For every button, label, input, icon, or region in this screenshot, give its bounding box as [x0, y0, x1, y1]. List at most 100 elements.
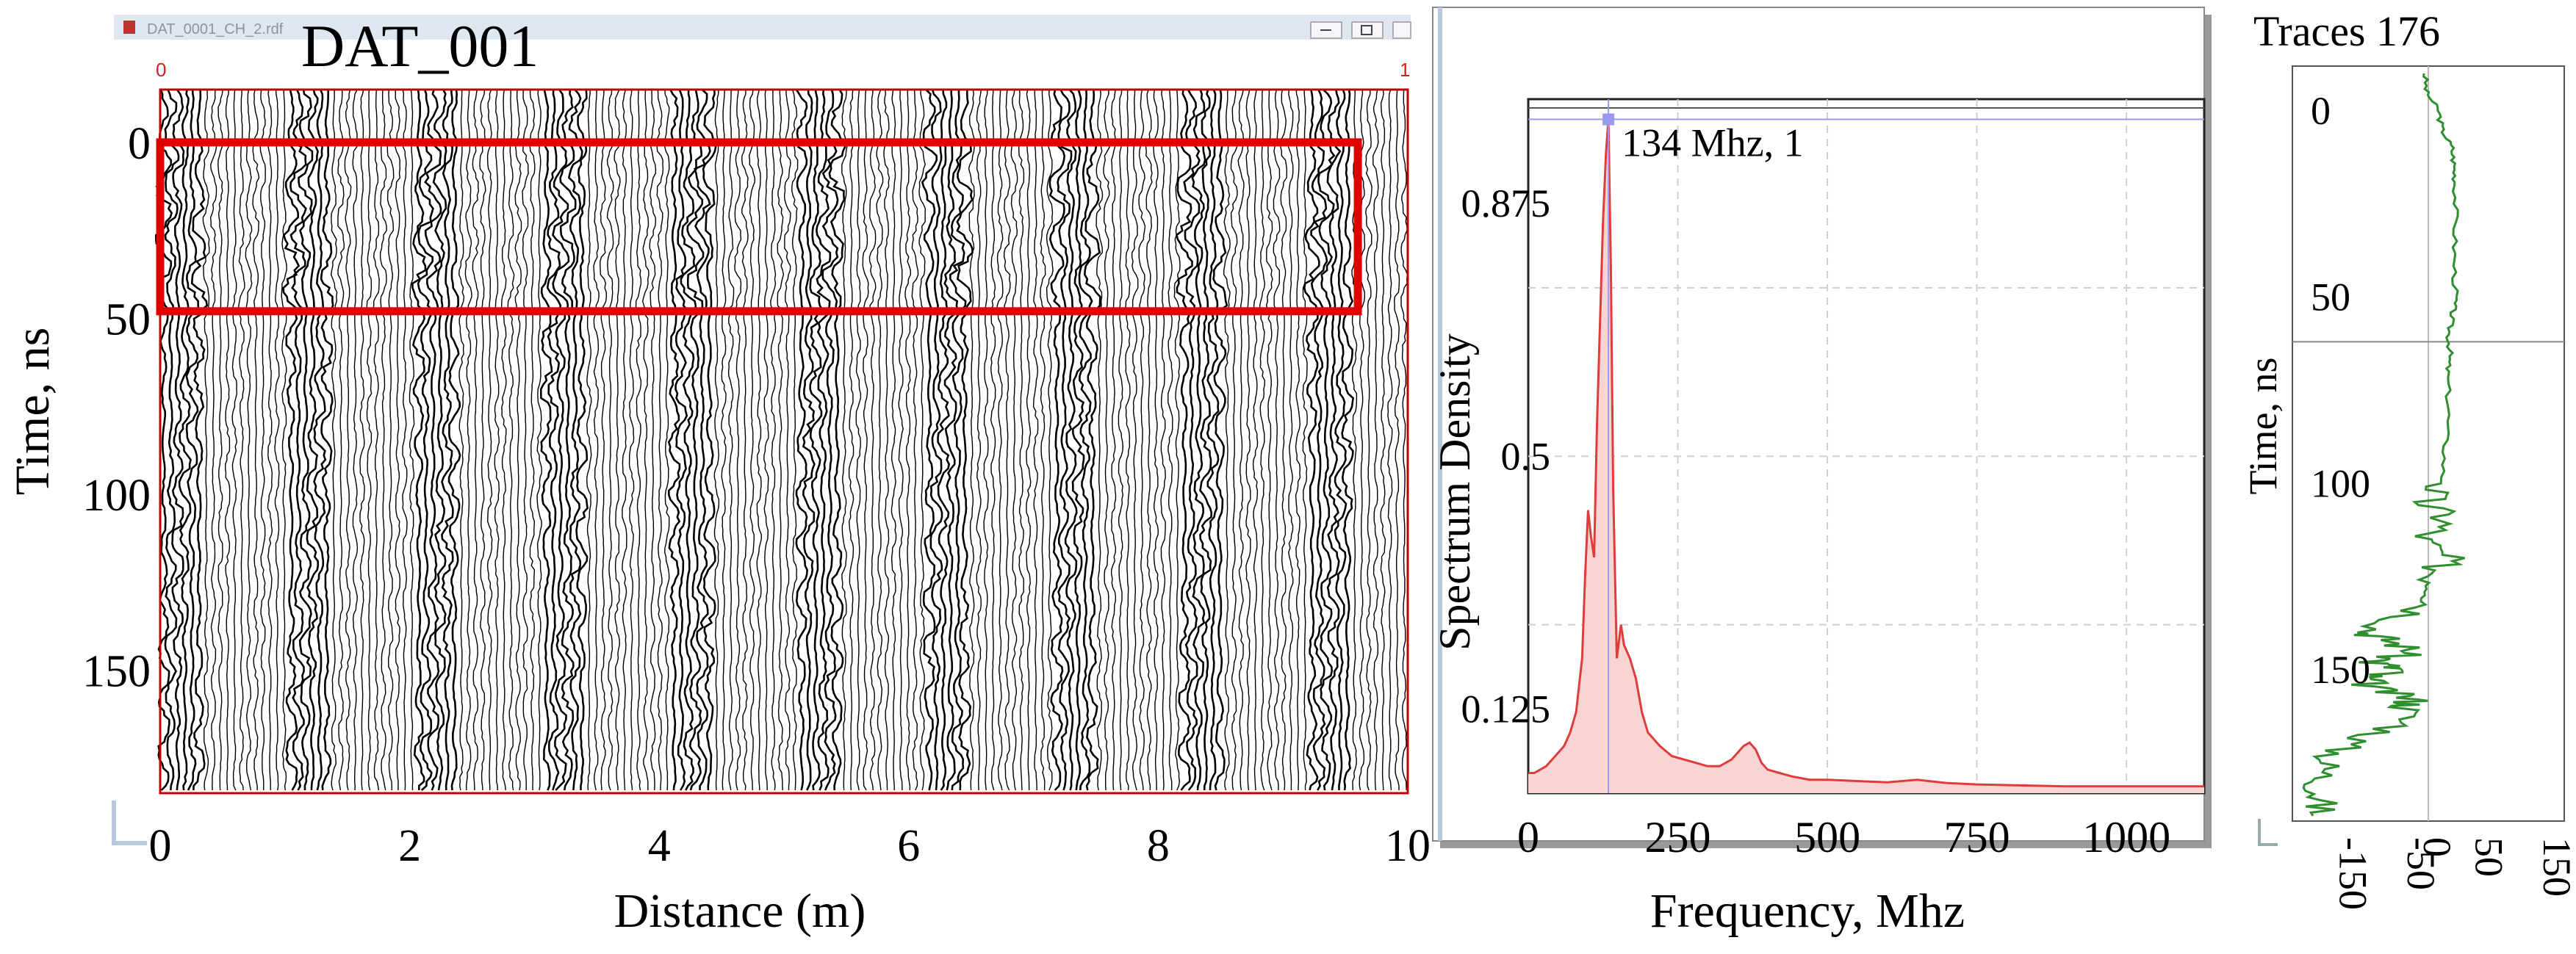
spectrum-x-axis: 0 250 500 750 1000: [1517, 813, 2170, 861]
radargram-trace: [559, 89, 577, 791]
radargram-trace: [575, 89, 589, 791]
radargram-trace: [1071, 89, 1085, 791]
radargram-trace: [949, 89, 967, 791]
radargram-trace: [1046, 89, 1054, 791]
trace-x-tick-label: 50: [2467, 837, 2511, 877]
radargram-trace: [441, 89, 454, 791]
spectrum-x-tick-label: 1000: [2082, 813, 2170, 861]
radargram-trace: [1153, 89, 1159, 790]
radargram-trace: [791, 89, 799, 791]
radargram-trace: [500, 89, 507, 791]
radargram-trace: [155, 89, 173, 791]
trace-x-tick-label: -150: [2331, 837, 2375, 910]
radargram-trace: [386, 89, 395, 791]
radargram-trace: [983, 89, 989, 791]
radargram-trace: [1334, 89, 1348, 791]
radargram-trace: [472, 89, 480, 791]
radargram-trace: [1265, 90, 1273, 791]
radargram-trace: [274, 89, 280, 791]
radargram-trace: [918, 90, 927, 791]
radargram-trace: [190, 89, 209, 791]
trace-title: Traces 176: [2253, 7, 2440, 55]
radargram-trace: [522, 89, 529, 790]
radargram-trace: [821, 89, 839, 791]
radargram-trace: [1160, 89, 1166, 791]
spectrum-x-tick-label: 0: [1517, 813, 1539, 861]
peak-annotation: 134 Mhz, 1: [1622, 121, 1803, 165]
radargram-trace: [1400, 89, 1408, 791]
trace-y-tick-label: 0: [2311, 89, 2331, 133]
radargram-trace: [529, 90, 536, 791]
radargram-trace: [1118, 89, 1124, 791]
radargram-trace: [855, 89, 862, 791]
window-titlebar[interactable]: [114, 15, 1411, 40]
radargram-trace: [1302, 89, 1308, 791]
spectrum-y-tick-label: 0.875: [1461, 181, 1551, 225]
radargram-trace: [667, 89, 681, 791]
peak-marker[interactable]: [1602, 113, 1615, 126]
peak-cursor[interactable]: [1528, 99, 2204, 793]
radargram-trace: [178, 89, 192, 791]
radargram-trace: [763, 89, 769, 791]
radargram-trace: [1206, 89, 1220, 791]
radargram-trace: [802, 89, 816, 791]
trace-line: [2302, 73, 2465, 817]
maximize-button[interactable]: [1351, 21, 1384, 39]
radargram-trace: [904, 89, 912, 791]
radargram-x-axis: 0 2 4 6 8 10: [149, 821, 1431, 871]
radargram-trace: [937, 89, 951, 791]
radargram-trace: [1223, 89, 1231, 791]
radargram-trace: [231, 89, 238, 791]
radargram-trace: [252, 89, 260, 790]
radargram-frame: [159, 88, 1409, 795]
radargram-trace: [1018, 89, 1025, 791]
radargram-trace: [185, 89, 200, 791]
radargram-trace: [1237, 89, 1245, 791]
radargram-trace: [741, 90, 749, 791]
radargram-trace: [898, 90, 904, 790]
radargram-title: DAT_001: [301, 12, 539, 79]
trace-x-axis: -150 -50 50 150: [2331, 837, 2576, 910]
radargram-trace: [306, 89, 320, 791]
radargram-trace: [1259, 89, 1266, 791]
radargram-trace: [809, 89, 824, 791]
radargram-trace: [606, 89, 614, 791]
radargram-trace: [1131, 89, 1139, 791]
radargram-traces: [155, 89, 1408, 791]
radargram-trace: [1303, 89, 1320, 791]
radargram-y-axis: 0 50 100 150: [82, 119, 151, 696]
radargram-trace: [1040, 90, 1046, 791]
radargram-trace: [1057, 89, 1073, 791]
close-button[interactable]: [1392, 21, 1411, 39]
radargram-x-tick-label: 8: [1147, 821, 1170, 871]
radargram-trace: [479, 89, 486, 791]
radargram-trace: [1273, 89, 1281, 791]
radargram-trace: [1064, 89, 1078, 791]
radargram-trace: [373, 89, 380, 791]
trace-y-tick-label: 150: [2311, 648, 2370, 692]
radargram-trace: [217, 89, 224, 791]
spectrum-line: [1528, 119, 2204, 788]
radargram-trace: [1287, 89, 1294, 790]
window-corner-decoration: [112, 801, 147, 845]
highlight-box[interactable]: [156, 138, 1362, 316]
trace-y-tick-label: 50: [2311, 275, 2350, 319]
trace-y-label: Time, ns: [2241, 357, 2285, 494]
radargram-trace: [1048, 89, 1066, 791]
radargram-trace: [320, 89, 334, 791]
radargram-trace: [447, 89, 461, 791]
radargram-trace: [458, 89, 465, 791]
radargram-trace: [494, 90, 500, 791]
radargram-trace: [680, 89, 697, 791]
trace-corner-decoration: [2258, 819, 2278, 846]
radargram-trace: [359, 89, 365, 791]
radargram-trace: [1010, 89, 1018, 791]
radargram-trace: [1364, 89, 1372, 791]
radargram-trace: [586, 89, 592, 791]
radargram-trace: [1026, 89, 1032, 790]
file-title: DAT_0001_CH_2.rdf: [147, 21, 284, 37]
radargram-trace: [756, 89, 763, 791]
radargram-trace: [267, 89, 273, 790]
minimize-button[interactable]: [1310, 21, 1342, 39]
